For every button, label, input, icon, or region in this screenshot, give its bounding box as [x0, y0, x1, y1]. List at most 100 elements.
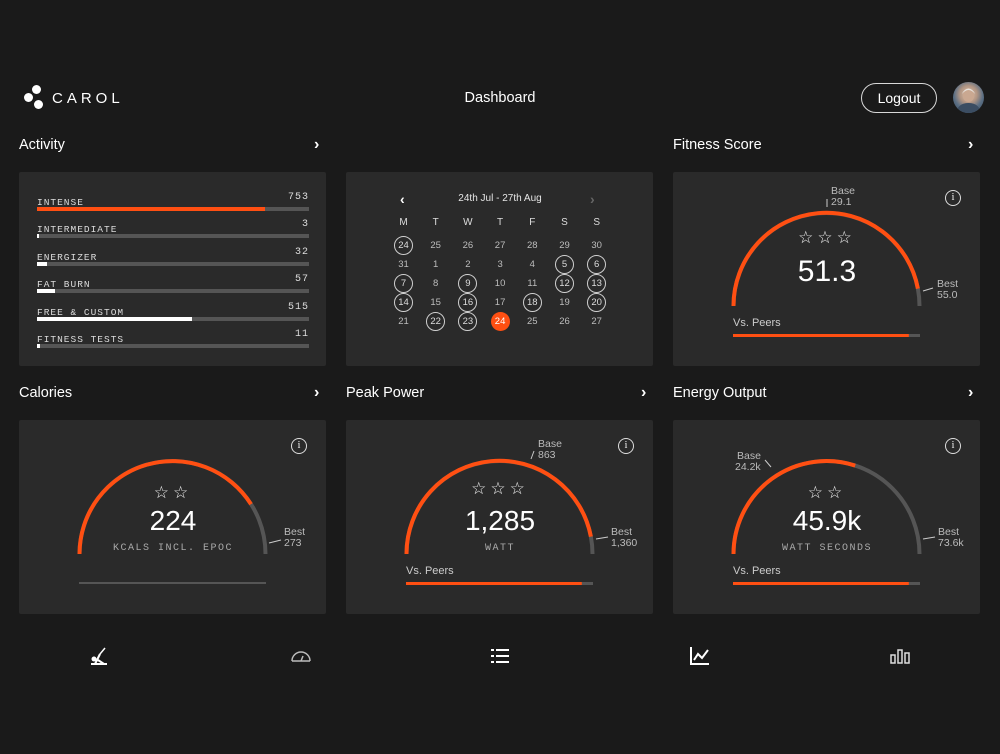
calendar-day[interactable]: 11 — [527, 278, 538, 289]
calendar-next-chevron-right-icon[interactable]: › — [590, 191, 595, 207]
nav-gauge-icon[interactable] — [288, 644, 314, 668]
fitness-gauge-fill — [731, 210, 920, 307]
activity-row-track — [37, 316, 309, 321]
calendar-day[interactable]: 26 — [462, 240, 474, 251]
activity-card[interactable]: INTENSE 753 INTERMEDIATE 3 ENERGIZER 32 FAT BU… — [19, 172, 326, 366]
calendar-day[interactable]: 12 — [555, 274, 574, 293]
calendar-day[interactable]: 18 — [522, 293, 542, 312]
calendar-weekday: F — [529, 217, 536, 228]
calendar-day[interactable]: 22 — [426, 312, 446, 331]
calendar-day[interactable]: 14 — [394, 293, 413, 312]
calendar-day[interactable]: 7 — [394, 274, 413, 293]
calendar-day-today[interactable]: 24 — [490, 312, 510, 331]
avatar[interactable] — [953, 82, 984, 113]
peak-power-card[interactable]: Base 863 Best 1,360 ☆☆☆ 1,285 WATT Vs. P… — [346, 420, 653, 614]
activity-row-fill — [37, 261, 47, 266]
list-icon — [491, 649, 509, 663]
calendar-day[interactable]: 20 — [587, 293, 607, 312]
calendar-day[interactable]: 8 — [433, 278, 439, 289]
nav-list-icon[interactable] — [487, 644, 513, 668]
activity-row[interactable]: INTERMEDIATE 3 — [37, 219, 309, 239]
bar-chart-icon — [890, 649, 910, 664]
nav-line-chart-icon[interactable] — [687, 644, 713, 668]
nav-bar-chart-icon[interactable] — [887, 644, 913, 668]
calendar-day[interactable]: 26 — [559, 316, 570, 327]
energy-base-value: 24.2k — [735, 461, 761, 473]
activity-row-track — [37, 234, 309, 239]
peak-power-stars: ☆☆☆ — [471, 479, 529, 498]
calendar-day[interactable]: 30 — [591, 240, 602, 251]
calendar-day[interactable]: 1 — [433, 259, 439, 270]
activity-row[interactable]: INTENSE 753 — [37, 192, 309, 211]
calendar-day[interactable]: 27 — [494, 240, 506, 251]
activity-row-track — [37, 344, 309, 348]
fitness-best-label: Best — [937, 278, 959, 290]
calories-gauge-fill — [77, 459, 253, 555]
activity-row[interactable]: ENERGIZER 32 — [37, 247, 309, 266]
calendar-weekday: W — [463, 217, 473, 228]
calendar-day[interactable]: 3 — [497, 259, 503, 270]
fitness-score-title: Fitness Score — [673, 137, 762, 153]
activity-row-track — [37, 207, 309, 211]
calendar-day[interactable]: 6 — [587, 255, 607, 274]
activity-row-value: 11 — [294, 329, 309, 340]
calendar-day[interactable]: 19 — [559, 297, 570, 308]
energy-unit: WATT SECONDS — [781, 543, 872, 554]
calendar-day[interactable]: 9 — [458, 274, 478, 293]
peak-power-chevron-right-icon[interactable]: › — [641, 384, 647, 401]
peak-power-info-icon[interactable]: i — [618, 438, 634, 454]
calories-info-icon[interactable]: i — [291, 438, 307, 454]
energy-best-tick — [922, 536, 936, 540]
activity-chevron-right-icon[interactable]: › — [314, 136, 320, 153]
page-title: Dashboard — [464, 90, 536, 106]
calendar-day[interactable]: 27 — [591, 316, 602, 327]
peak-power-base-tick — [530, 450, 535, 460]
calendar-day[interactable]: 25 — [527, 316, 538, 327]
calories-value: 224 — [149, 505, 197, 536]
calendar-day[interactable]: 10 — [494, 278, 506, 289]
activity-row-label: ENERGIZER — [37, 251, 98, 263]
peak-power-title: Peak Power — [346, 385, 425, 401]
calendar-day[interactable]: 13 — [587, 274, 607, 293]
calendar-prev-chevron-left-icon[interactable]: ‹ — [400, 191, 405, 207]
fitness-value: 51.3 — [797, 255, 857, 288]
activity-row-fill — [37, 234, 39, 239]
fitness-info-icon[interactable]: i — [945, 190, 961, 206]
calendar-day[interactable]: 2 — [465, 259, 471, 270]
calendar-weekday: T — [497, 217, 504, 228]
calendar-day[interactable]: 15 — [430, 297, 441, 308]
energy-base-label: Base — [737, 450, 761, 462]
calendar-day[interactable]: 28 — [527, 240, 538, 251]
activity-row[interactable]: FREE & CUSTOM 515 — [37, 302, 309, 321]
energy-output-title: Energy Output — [673, 385, 767, 401]
activity-row[interactable]: FAT BURN 57 — [37, 274, 309, 294]
calendar-day[interactable]: 17 — [494, 297, 506, 308]
peak-power-value: 1,285 — [464, 505, 536, 536]
energy-base-tick — [764, 459, 772, 468]
logout-button[interactable]: Logout — [861, 83, 937, 113]
calendar-day[interactable]: 24 — [394, 236, 413, 255]
calendar-day[interactable]: 25 — [430, 240, 441, 251]
calendar-day[interactable]: 16 — [458, 293, 478, 312]
fitness-gauge — [731, 199, 934, 337]
calories-chevron-right-icon[interactable]: › — [314, 384, 320, 401]
calendar-day[interactable]: 4 — [529, 259, 535, 270]
activity-row[interactable]: FITNESS TESTS 11 — [37, 329, 309, 348]
peak-power-best-value: 1,360 — [611, 537, 638, 549]
activity-row-label: INTENSE — [37, 197, 84, 208]
energy-chevron-right-icon[interactable]: › — [968, 384, 974, 401]
gauge-icon — [291, 651, 311, 662]
peak-power-peers-fill — [406, 582, 582, 585]
calories-card[interactable]: Best 273 ☆☆ 224 KCALS INCL. EPOC i — [19, 420, 326, 614]
energy-card[interactable]: Base 24.2k Best 73.6k ☆☆ 45.9k WATT SECO… — [673, 420, 980, 614]
calendar-day[interactable]: 31 — [398, 259, 409, 270]
calendar-day[interactable]: 29 — [559, 240, 570, 251]
calendar-day[interactable]: 5 — [555, 255, 574, 274]
calendar-day[interactable]: 21 — [398, 316, 409, 327]
calories-best-tick — [268, 539, 282, 544]
calendar-day[interactable]: 23 — [458, 312, 478, 331]
fitness-card[interactable]: Base 29.1 Best 55.0 ☆☆☆ 51.3 Vs. Peers i — [673, 172, 980, 366]
nav-rower-icon[interactable] — [87, 644, 113, 668]
energy-info-icon[interactable]: i — [945, 438, 961, 454]
fitness-chevron-right-icon[interactable]: › — [968, 136, 974, 153]
